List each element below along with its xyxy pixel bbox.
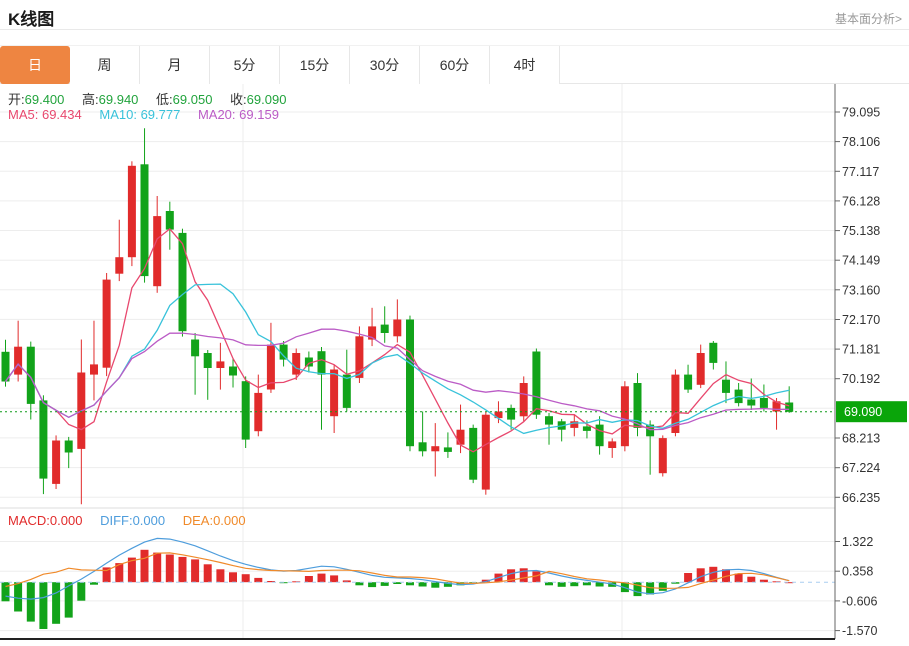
close-value: 69.090 [246, 92, 287, 107]
svg-text:77.117: 77.117 [842, 165, 879, 179]
tab-30min[interactable]: 30分 [350, 46, 420, 84]
macd-legend: MACD:0.000 DIFF:0.000 DEA:0.000 [8, 513, 260, 528]
svg-text:74.149: 74.149 [842, 254, 880, 268]
macd-value: 0.000 [49, 513, 83, 528]
dea-value: 0.000 [213, 513, 246, 528]
svg-text:66.235: 66.235 [842, 491, 880, 505]
ma10-label: MA10: [99, 107, 137, 122]
ma-legend: MA5: 69.434 MA10: 69.777 MA20: 69.159 [8, 107, 293, 122]
macd-panel [0, 537, 835, 629]
diff-line [5, 537, 790, 600]
tab-day[interactable]: 日 [0, 46, 70, 84]
grid-lines [0, 84, 835, 639]
svg-text:71.181: 71.181 [842, 343, 880, 357]
dea-line [5, 552, 790, 590]
macd-label: MACD: [8, 513, 50, 528]
ma-lines [4, 228, 790, 453]
tab-month[interactable]: 月 [140, 46, 210, 84]
candlesticks [1, 128, 794, 505]
svg-text:-0.606: -0.606 [842, 594, 877, 608]
ma5-value: 69.434 [41, 107, 82, 122]
ma10-line [4, 283, 790, 435]
high-value: 69.940 [98, 92, 139, 107]
diff-label: DIFF: [100, 513, 133, 528]
ma10-value: 69.777 [140, 107, 181, 122]
kline-chart-canvas[interactable]: 79.095 78.106 77.117 76.128 75.138 74.149 73.1… [0, 84, 909, 644]
svg-text:67.224: 67.224 [842, 461, 880, 475]
page-header: K线图 基本面分析> [0, 0, 909, 30]
svg-text:-1.570: -1.570 [842, 624, 877, 638]
close-label: 收: [230, 92, 247, 107]
svg-text:78.106: 78.106 [842, 135, 880, 149]
dea-label: DEA: [182, 513, 214, 528]
low-value: 69.050 [172, 92, 213, 107]
svg-text:72.170: 72.170 [842, 313, 880, 327]
ohlc-legend: 开:69.400 高:69.940 低:69.050 收:69.090 [8, 89, 300, 108]
high-label: 高: [82, 92, 99, 107]
chart-area: 79.095 78.106 77.117 76.128 75.138 74.149 73.1… [0, 84, 909, 644]
tab-60min[interactable]: 60分 [420, 46, 490, 84]
tab-week[interactable]: 周 [70, 46, 140, 84]
svg-text:68.213: 68.213 [842, 432, 880, 446]
fundamental-analysis-link[interactable]: 基本面分析> [834, 12, 902, 26]
svg-text:1.322: 1.322 [842, 535, 873, 549]
ma5-line [4, 228, 790, 453]
svg-text:69.090: 69.090 [844, 405, 882, 419]
svg-text:75.138: 75.138 [842, 224, 880, 238]
period-tabbar: 日 周 月 5分 15分 30分 60分 4时 [0, 45, 909, 84]
svg-text:79.095: 79.095 [842, 106, 880, 120]
ma20-value: 69.159 [239, 107, 279, 122]
svg-text:0.358: 0.358 [842, 565, 873, 579]
diff-value: 0.000 [132, 513, 166, 528]
tab-15min[interactable]: 15分 [280, 46, 350, 84]
svg-text:70.192: 70.192 [842, 372, 880, 386]
low-label: 低: [156, 92, 173, 107]
ma20-line [4, 328, 790, 431]
price-axis: 79.095 78.106 77.117 76.128 75.138 74.149 73.1… [0, 84, 880, 640]
tab-5min[interactable]: 5分 [210, 46, 280, 84]
open-label: 开: [8, 92, 25, 107]
tab-4hour[interactable]: 4时 [490, 46, 560, 84]
ma20-label: MA20: [197, 107, 236, 122]
open-value: 69.400 [24, 92, 65, 107]
ma5-label: MA5: [8, 107, 39, 122]
page-title: K线图 [8, 10, 55, 29]
current-price-badge: 69.090 [836, 401, 907, 423]
svg-text:73.160: 73.160 [842, 283, 880, 297]
svg-text:76.128: 76.128 [842, 194, 880, 208]
